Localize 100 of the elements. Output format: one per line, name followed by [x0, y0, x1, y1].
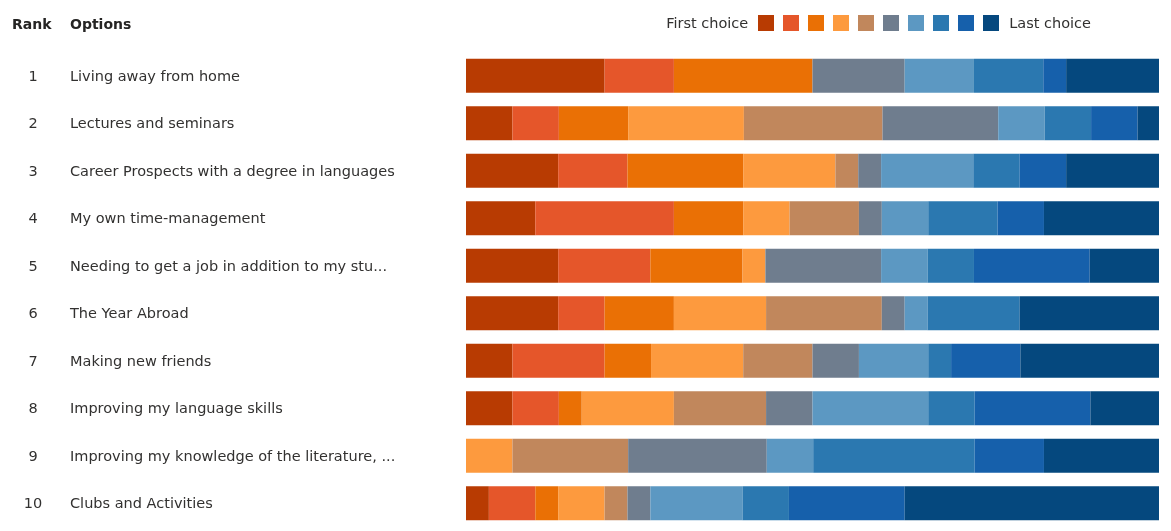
bar — [650, 248, 743, 283]
bar — [766, 391, 813, 426]
bar — [1066, 58, 1159, 93]
bar — [581, 391, 674, 426]
bar — [974, 391, 1091, 426]
bar — [650, 486, 743, 521]
y-tick-label: Improving my language skills — [70, 400, 283, 417]
bar — [881, 296, 905, 331]
bar — [1089, 248, 1159, 283]
bar — [466, 201, 536, 236]
bar — [512, 438, 629, 473]
text: 1 — [28, 67, 38, 84]
bar — [627, 153, 744, 188]
bar — [951, 343, 1021, 378]
bar — [604, 486, 628, 521]
bar — [673, 58, 813, 93]
bar — [974, 438, 1044, 473]
bar — [558, 486, 605, 521]
bar — [512, 343, 605, 378]
text: 5 — [28, 257, 38, 274]
bar — [627, 486, 651, 521]
bar — [466, 343, 513, 378]
bar — [973, 153, 1020, 188]
text: 8 — [28, 400, 38, 417]
bar — [673, 296, 767, 331]
bar — [881, 248, 928, 283]
bar — [1066, 153, 1159, 188]
bar — [535, 486, 559, 521]
bar — [766, 296, 882, 331]
bar — [973, 248, 1090, 283]
y-tick-label: Clubs and Activities — [70, 495, 213, 512]
y-tick-label: Living away from home — [70, 67, 241, 84]
bar — [466, 248, 559, 283]
text: First choice — [666, 15, 749, 31]
bar — [882, 106, 999, 141]
bar — [743, 343, 813, 378]
bar — [673, 201, 744, 236]
bar — [604, 343, 652, 378]
y-tick-label: Career Prospects with a degree in languages — [70, 162, 395, 179]
bar — [881, 201, 929, 236]
bar — [928, 201, 998, 236]
bar — [973, 58, 1044, 93]
y-tick-label: My own time-management — [70, 210, 266, 227]
bar — [743, 106, 883, 141]
bar — [604, 296, 674, 331]
bar — [997, 201, 1044, 236]
bar — [558, 296, 605, 331]
bar — [466, 296, 559, 331]
bar — [466, 391, 513, 426]
bar — [535, 201, 674, 236]
y-tick-label: The Year Abroad — [69, 305, 189, 322]
text: Options — [70, 16, 132, 32]
bar — [1137, 106, 1159, 141]
bar — [466, 486, 489, 521]
y-tick-label: Needing to get a job in addition to my stu... — [70, 257, 387, 274]
bar — [766, 438, 814, 473]
bar — [858, 201, 882, 236]
text: 2 — [28, 115, 38, 132]
bar — [512, 106, 559, 141]
bar — [1019, 296, 1159, 331]
bar — [742, 486, 789, 521]
text: 4 — [28, 210, 38, 227]
bar — [927, 296, 1020, 331]
bar — [765, 248, 882, 283]
bar — [1091, 106, 1138, 141]
bar — [812, 58, 905, 93]
bar — [904, 486, 1159, 521]
bar — [743, 153, 836, 188]
bar — [1043, 438, 1159, 473]
bar — [1043, 58, 1067, 93]
bar — [742, 248, 766, 283]
bar — [628, 106, 744, 141]
bar — [881, 153, 974, 188]
bar — [1020, 343, 1159, 378]
bar — [558, 391, 582, 426]
bar — [928, 343, 952, 378]
bar — [1044, 106, 1092, 141]
bar — [743, 201, 790, 236]
bar — [604, 58, 674, 93]
y-tick-label: Making new friends — [70, 352, 212, 369]
y-tick-label: Improving my knowledge of the literature, ... — [70, 447, 396, 464]
bar — [466, 106, 513, 141]
text: Last choice — [1009, 15, 1091, 31]
bar — [1090, 391, 1159, 426]
bar — [558, 153, 628, 188]
text: 6 — [28, 305, 38, 322]
bar — [904, 296, 928, 331]
bar — [1043, 201, 1159, 236]
bar — [835, 153, 859, 188]
bar — [628, 438, 767, 473]
bar — [466, 438, 513, 473]
bar — [904, 58, 974, 93]
bar — [928, 391, 975, 426]
bar — [858, 343, 929, 378]
text: 9 — [28, 447, 38, 464]
bar — [558, 106, 629, 141]
text: 7 — [28, 352, 38, 369]
bar — [558, 248, 651, 283]
bar — [788, 486, 905, 521]
bar — [488, 486, 536, 521]
